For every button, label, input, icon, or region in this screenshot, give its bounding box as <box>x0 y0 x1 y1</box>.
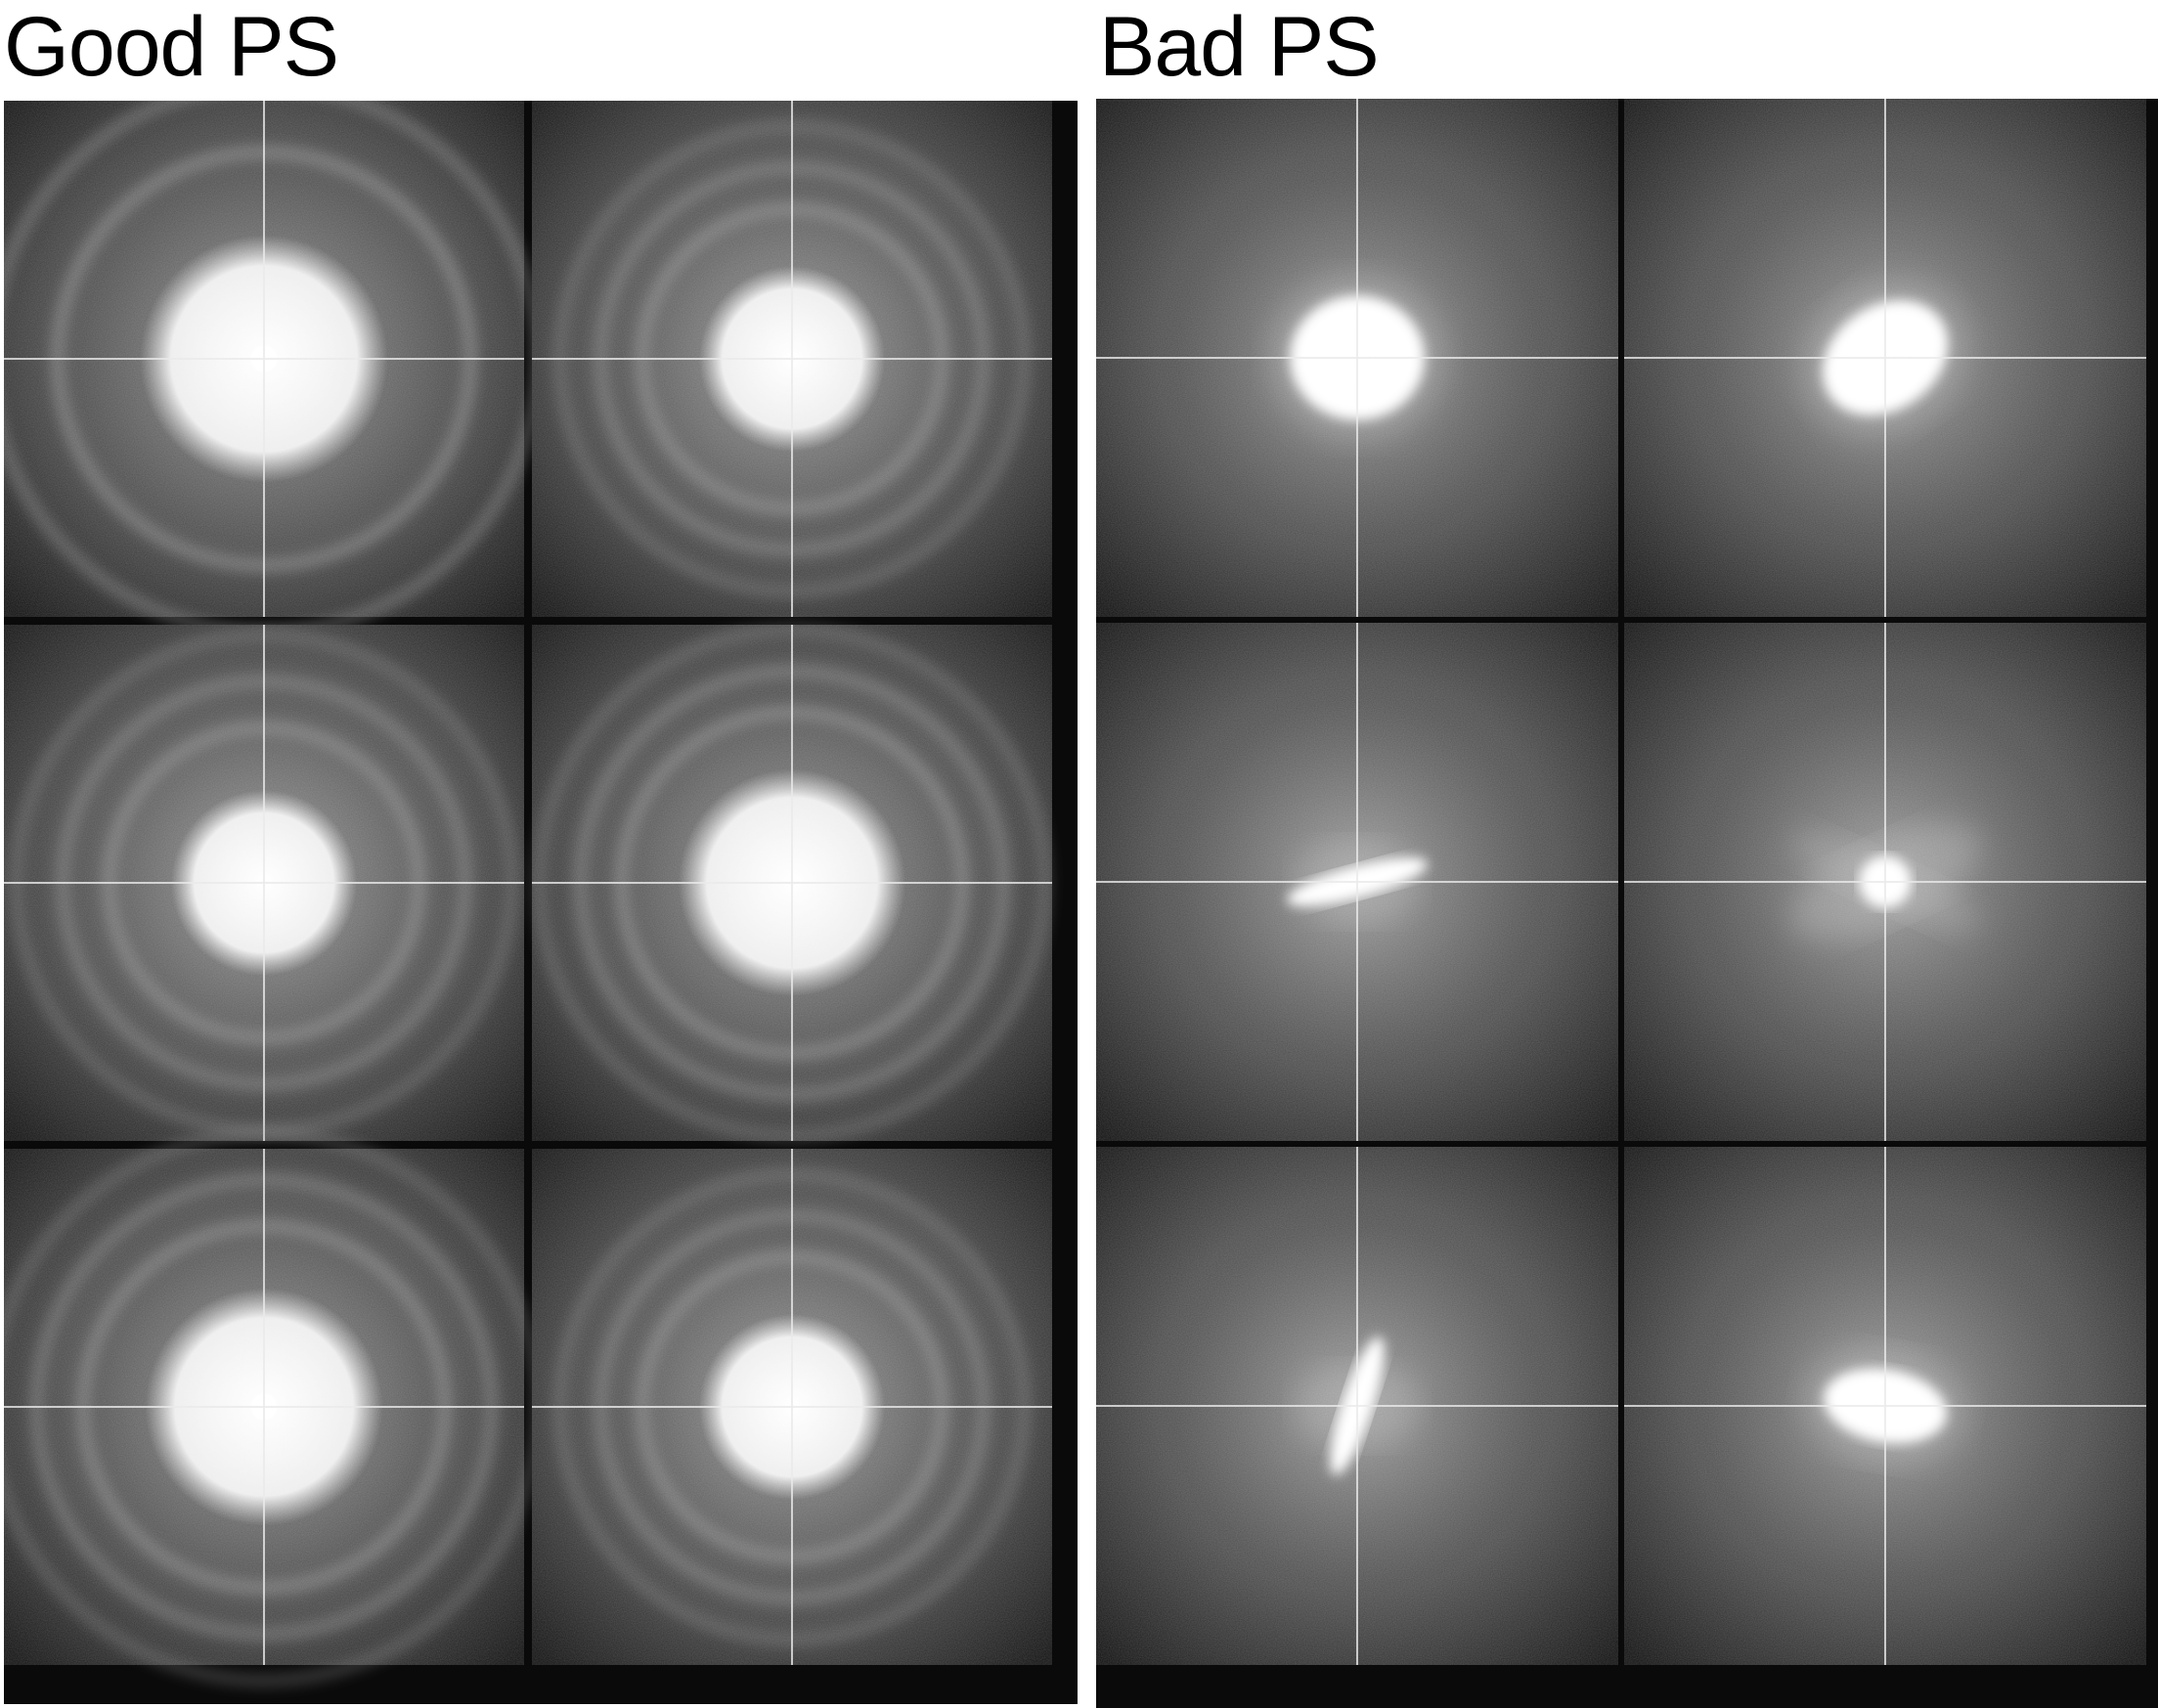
panel-title-bad: Bad PS <box>1099 0 1380 94</box>
good-ps-tile-1 <box>4 101 546 640</box>
good-ps-tile-6 <box>532 1149 1052 1665</box>
bad-ps-tile-4 <box>1624 623 2146 1141</box>
good-ps-tile-2 <box>532 101 1052 617</box>
good-ps-tile-5 <box>4 1125 546 1688</box>
good-ps-tile-4 <box>531 622 1053 1144</box>
bad-ps-tile-5 <box>1096 1147 1618 1665</box>
bad-ps-tile-3 <box>1096 623 1618 1141</box>
bad-ps-tile-6 <box>1624 1147 2146 1665</box>
panel-title-good: Good PS <box>4 0 339 94</box>
bad-ps-tiles <box>1096 99 2146 1665</box>
good-ps-tiles <box>4 101 1053 1688</box>
bad-ps-tile-2 <box>1624 99 2146 617</box>
bad-ps-image-grid <box>1096 99 2158 1708</box>
good-ps-tile-3 <box>4 625 524 1141</box>
bad-ps-tile-1 <box>1096 99 1618 617</box>
good-ps-image-grid <box>4 101 1078 1704</box>
